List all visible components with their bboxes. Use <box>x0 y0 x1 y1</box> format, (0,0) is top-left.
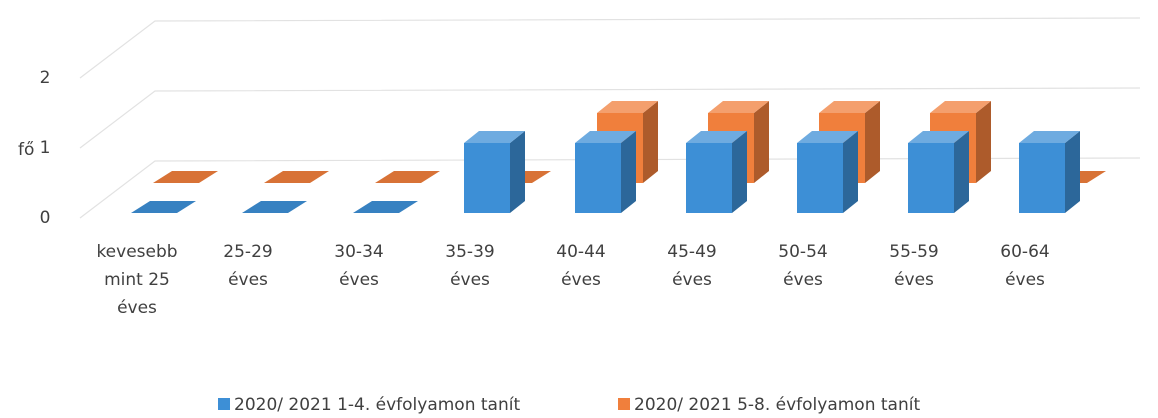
bar <box>153 171 218 183</box>
bar-top <box>1019 131 1080 143</box>
grid-line <box>79 17 1141 79</box>
x-tick-label: 45-49 éves <box>667 242 716 290</box>
bar <box>1019 143 1065 213</box>
grid-line <box>79 87 1141 149</box>
bar <box>375 171 440 183</box>
bar-top <box>908 131 969 143</box>
y-tick-label: 1 <box>40 138 51 158</box>
bar <box>353 201 418 213</box>
x-tick-label: 40-44 éves <box>556 242 605 290</box>
bar-side <box>865 101 880 183</box>
bar-side <box>976 101 991 183</box>
bar-top <box>464 131 525 143</box>
bar-side <box>954 131 969 213</box>
bar-side <box>621 131 636 213</box>
y-axis-label: fő <box>18 140 34 160</box>
bar <box>131 201 196 213</box>
bar-side <box>510 131 525 213</box>
x-tick-label: 55-59 éves <box>889 242 938 290</box>
bar-top <box>819 101 880 113</box>
bar-top <box>575 131 636 143</box>
bar <box>686 143 732 213</box>
legend-swatch <box>618 398 630 410</box>
bar-top <box>597 101 658 113</box>
x-tick-label: kevesebb mint 25 éves <box>96 242 177 318</box>
bar <box>908 143 954 213</box>
bar-side <box>843 131 858 213</box>
legend-swatch <box>218 398 230 410</box>
bar-side <box>754 101 769 183</box>
x-tick-label: 60-64 éves <box>1000 242 1049 290</box>
x-tick-label: 50-54 éves <box>778 242 827 290</box>
x-tick-label: 35-39 éves <box>445 242 494 290</box>
bar-top <box>797 131 858 143</box>
bar <box>575 143 621 213</box>
legend-label: 2020/ 2021 1-4. évfolyamon tanít <box>234 395 520 414</box>
bar-side <box>643 101 658 183</box>
bar-side <box>1065 131 1080 213</box>
bar-side <box>732 131 747 213</box>
x-tick-label: 25-29 éves <box>223 242 272 290</box>
bar <box>797 143 843 213</box>
y-tick-label: 2 <box>40 68 51 88</box>
legend-label: 2020/ 2021 5-8. évfolyamon tanít <box>634 395 920 414</box>
bar-top <box>686 131 747 143</box>
x-tick-label: 30-34 éves <box>334 242 383 290</box>
bar-top <box>930 101 991 113</box>
bar <box>264 171 329 183</box>
bar <box>242 201 307 213</box>
bar <box>464 143 510 213</box>
y-tick-label: 0 <box>40 208 51 228</box>
bar-top <box>708 101 769 113</box>
